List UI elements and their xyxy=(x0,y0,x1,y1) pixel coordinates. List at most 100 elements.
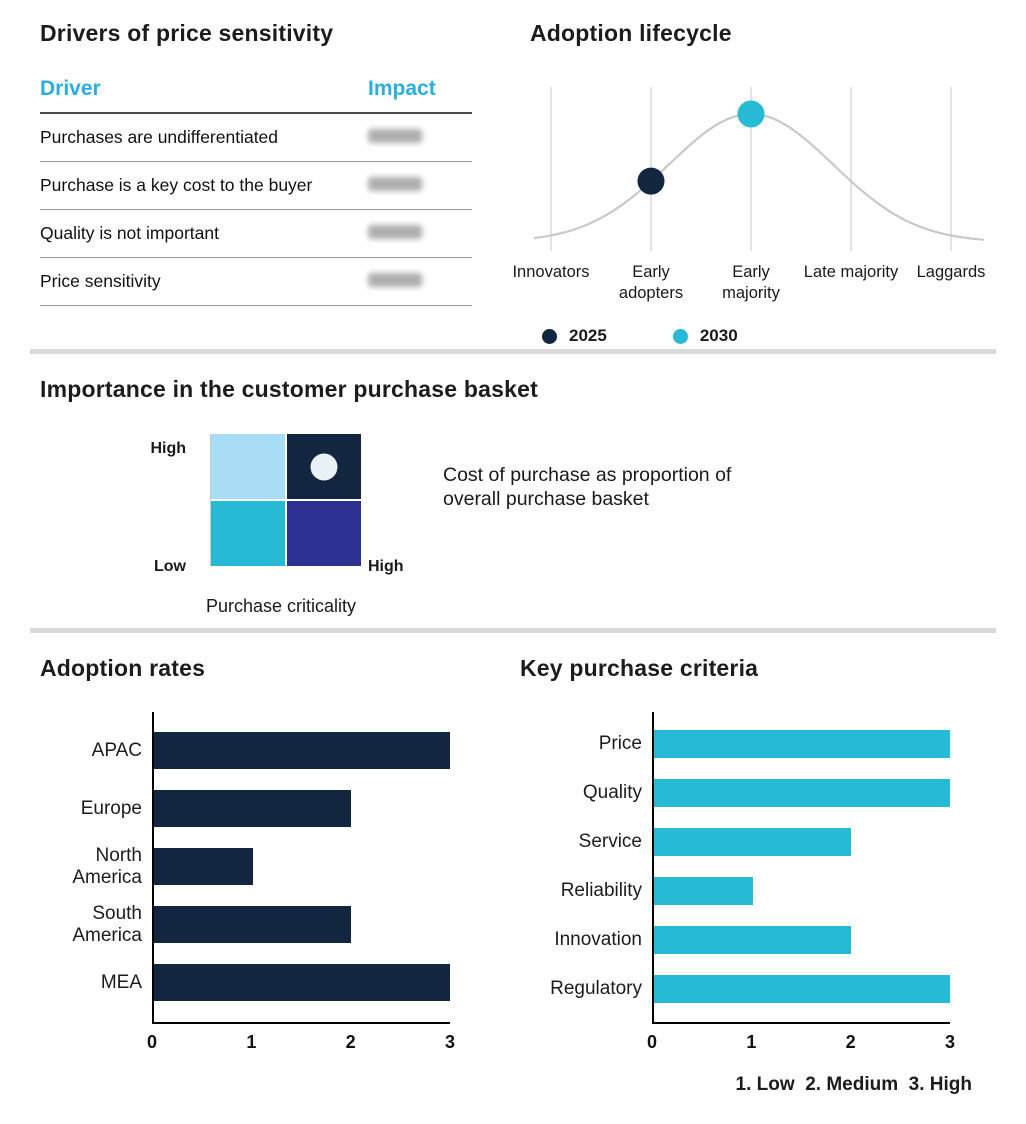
matrix-quadrant-high-right xyxy=(287,434,361,499)
bar-innovation xyxy=(654,926,852,954)
axis-tick: 2 xyxy=(845,1032,856,1052)
basket-title: Importance in the customer purchase bask… xyxy=(40,376,538,402)
matrix-highlight-dot xyxy=(310,453,338,480)
lifecycle-category-label: Innovators xyxy=(512,263,590,281)
bar-label: Quality xyxy=(582,782,642,804)
bar-chart-labels: APAC Europe North America South America MEA xyxy=(40,712,152,1024)
bar-regulatory xyxy=(654,975,950,1003)
impact-cell xyxy=(368,161,472,210)
bar-price xyxy=(654,730,950,758)
drivers-header-row: Driver Impact xyxy=(40,65,472,114)
bar-label: Price xyxy=(598,733,642,755)
driver-column-header: Driver xyxy=(40,65,368,114)
driver-cell: Purchase is a key cost to the buyer xyxy=(40,161,368,210)
axis-tick: 1 xyxy=(746,1032,757,1052)
matrix-x-axis-title: Purchase criticality xyxy=(205,596,357,616)
bar-chart-axis: 0 1 2 3 xyxy=(147,1024,455,1058)
driver-row: Quality is not important xyxy=(40,209,472,258)
drivers-panel: Drivers of price sensitivity Driver Impa… xyxy=(40,20,472,306)
bar-label: Regulatory xyxy=(550,978,642,1000)
bar-label: Innovation xyxy=(554,929,642,951)
bar-label: Service xyxy=(578,831,642,853)
legend-label: 2030 xyxy=(699,326,738,345)
drivers-title: Drivers of price sensitivity xyxy=(40,20,334,46)
section-divider xyxy=(30,628,996,633)
matrix-quadrant-low-left xyxy=(211,501,285,566)
impact-cell xyxy=(368,209,472,258)
bar-europe xyxy=(154,790,352,827)
legend-dot xyxy=(672,328,688,344)
matrix-quadrant-low-right xyxy=(287,501,361,566)
key-purchase-criteria-chart: Price Quality Service Reliability Innovation… xyxy=(520,712,955,1058)
redacted-impact-value xyxy=(368,225,422,239)
key-purchase-criteria-title: Key purchase criteria xyxy=(520,655,759,681)
axis-tick: 3 xyxy=(444,1032,456,1052)
bar-south-america xyxy=(154,906,352,943)
bar-quality xyxy=(654,779,950,807)
matrix-y-high-label: High xyxy=(150,440,186,457)
bar-chart-plot xyxy=(152,712,450,1024)
lifecycle-category-label: Late majority xyxy=(803,263,899,281)
impact-column-header: Impact xyxy=(368,65,472,114)
bar-chart-plot xyxy=(652,712,950,1024)
adoption-rates-title: Adoption rates xyxy=(40,655,206,681)
key-purchase-criteria-panel: Key purchase criteria Price Quality Servic… xyxy=(520,655,955,1058)
scale-note: 1. Low 2. Medium 3. High xyxy=(735,1074,972,1095)
legend-item-2025: 2025 xyxy=(542,326,607,346)
bar-north-america xyxy=(154,848,253,885)
matrix-x-high-label: High xyxy=(368,558,404,575)
impact-cell xyxy=(368,257,472,306)
lifecycle-category-label: Early majority xyxy=(722,263,780,302)
drivers-table: Driver Impact Purchases are undifferenti… xyxy=(40,65,472,306)
driver-cell: Price sensitivity xyxy=(40,257,368,306)
impact-cell xyxy=(368,113,472,162)
legend-item-2030: 2030 xyxy=(672,326,738,346)
marker-dot-2025 xyxy=(637,167,665,195)
legend-label: 2025 xyxy=(569,326,607,345)
bar-label: North America xyxy=(72,845,142,888)
axis-tick: 1 xyxy=(246,1032,257,1052)
bar-reliability xyxy=(654,877,753,905)
driver-row: Purchase is a key cost to the buyer xyxy=(40,161,472,210)
bell-curve xyxy=(533,112,985,241)
bar-service xyxy=(654,828,852,856)
purchase-basket-matrix xyxy=(210,434,361,566)
basket-annotation: Cost of purchase as proportion of overal… xyxy=(443,464,732,510)
adoption-rates-chart: APAC Europe North America South America MEA … xyxy=(40,712,455,1058)
bar-label: Europe xyxy=(80,797,142,819)
bar-label: Reliability xyxy=(560,880,642,902)
legend-dot xyxy=(542,328,557,344)
section-divider xyxy=(30,349,996,354)
driver-row: Price sensitivity xyxy=(40,257,472,306)
axis-tick: 3 xyxy=(944,1032,956,1052)
adoption-rates-panel: Adoption rates APAC Europe North America So… xyxy=(40,655,455,1058)
marker-dot-2030 xyxy=(737,100,765,128)
lifecycle-category-label: Early adopters xyxy=(618,263,684,302)
matrix-y-low-label: Low xyxy=(154,558,186,575)
bar-mea xyxy=(154,964,450,1001)
redacted-impact-value xyxy=(368,129,422,143)
axis-tick: 0 xyxy=(646,1032,658,1052)
driver-row: Purchases are undifferentiated xyxy=(40,113,472,162)
axis-tick: 0 xyxy=(146,1032,158,1052)
bar-label: APAC xyxy=(91,739,142,761)
drivers-table-body: Purchases are undifferentiated Purchase i… xyxy=(40,113,472,306)
redacted-impact-value xyxy=(368,177,422,191)
bar-chart-axis: 0 1 2 3 xyxy=(647,1024,955,1058)
lifecycle-title: Adoption lifecycle xyxy=(530,20,732,46)
bar-apac xyxy=(154,732,450,769)
lifecycle-axis-labels: Innovators Early adopters Early majority La… xyxy=(512,262,996,314)
bar-chart-labels: Price Quality Service Reliability Innovation… xyxy=(520,712,652,1024)
lifecycle-legend: 2025 2030 xyxy=(542,326,996,346)
driver-cell: Quality is not important xyxy=(40,209,368,258)
bar-label: MEA xyxy=(100,971,142,993)
lifecycle-panel: Adoption lifecycle Innovators Early adopt… xyxy=(512,20,996,346)
matrix-quadrant-high-left xyxy=(211,434,285,499)
driver-cell: Purchases are undifferentiated xyxy=(40,113,368,162)
redacted-impact-value xyxy=(368,273,422,287)
lifecycle-category-label: Laggards xyxy=(916,263,986,281)
lifecycle-chart xyxy=(533,87,985,251)
axis-tick: 2 xyxy=(345,1032,356,1052)
bar-label: South America xyxy=(72,903,142,946)
